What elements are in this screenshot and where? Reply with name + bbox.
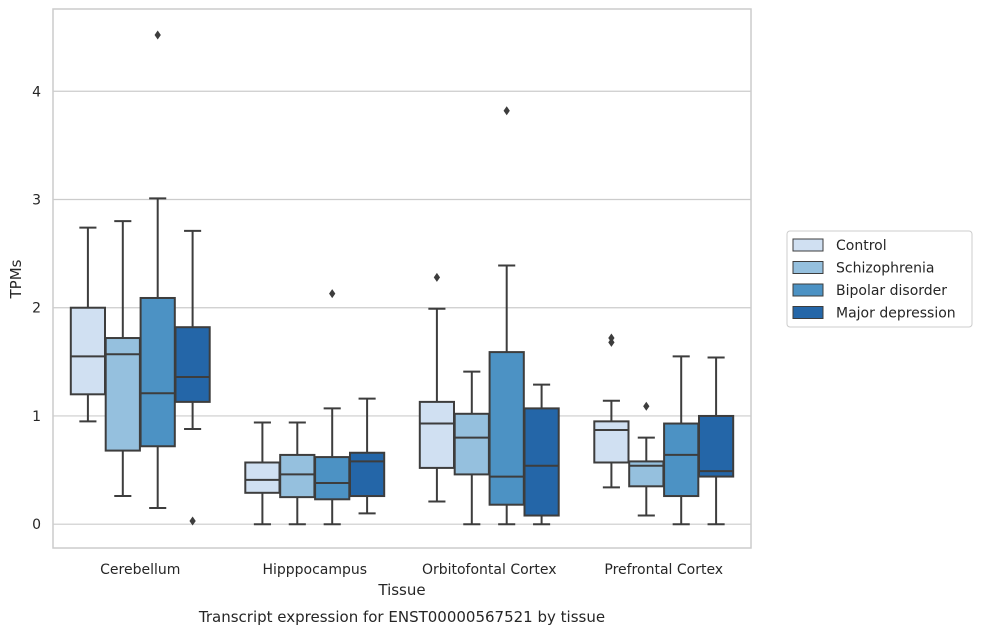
box-3-0	[593, 333, 630, 489]
box-2-1	[453, 370, 490, 526]
box-body	[104, 337, 141, 452]
box-2-0	[418, 272, 456, 503]
legend-swatch	[792, 261, 824, 274]
box-body	[69, 306, 107, 396]
outlier-point	[503, 106, 510, 116]
y-tick-label: 0	[32, 517, 41, 533]
y-tick-label: 1	[32, 409, 41, 425]
box-1-0	[244, 421, 281, 526]
plot-frame	[52, 8, 752, 549]
box-0-0	[69, 226, 107, 423]
legend-frame	[786, 230, 973, 328]
chart-caption: Transcript expression for ENST0000056752…	[198, 608, 605, 626]
box-body	[244, 461, 281, 494]
legend-label: Control	[836, 238, 887, 254]
box-body	[697, 414, 735, 478]
legend-swatch	[792, 306, 824, 319]
y-tick-label: 4	[32, 84, 41, 100]
y-tick-label: 2	[32, 301, 41, 317]
outlier-point	[329, 289, 336, 299]
legend-label: Schizophrenia	[836, 261, 934, 277]
y-tick-label: 3	[32, 192, 41, 208]
box-1-2	[314, 289, 351, 526]
x-tick-label: Prefrontal Cortex	[604, 562, 723, 578]
y-axis-label: TPMs	[7, 259, 25, 299]
outlier-point	[608, 333, 615, 343]
box-3-1	[628, 401, 665, 517]
box-3-3	[697, 356, 735, 526]
box-body	[418, 400, 456, 469]
box-3-2	[663, 355, 700, 526]
box-body	[453, 412, 490, 476]
box-body	[314, 456, 351, 501]
outlier-point	[189, 516, 196, 526]
box-body	[663, 422, 700, 498]
x-tick-label: Cerebellum	[100, 562, 180, 578]
box-2-3	[523, 383, 560, 526]
box-0-1	[104, 220, 141, 498]
x-tick-labels: Cerebellum Hipppocampus Orbitofontal Corte…	[100, 562, 723, 578]
outlier-point	[433, 272, 441, 282]
box-body	[523, 407, 560, 517]
x-tick-label: Hipppocampus	[262, 562, 367, 578]
x-tick-label: Orbitofontal Cortex	[422, 562, 557, 578]
box-body	[174, 326, 211, 403]
outlier-point	[154, 30, 161, 40]
box-body	[488, 351, 525, 506]
box-layer	[69, 30, 735, 526]
box-1-3	[348, 397, 386, 515]
legend-swatch	[792, 283, 824, 297]
box-body	[593, 420, 630, 464]
box-0-2	[139, 30, 176, 509]
box-body	[348, 451, 386, 498]
box-0-3	[174, 229, 211, 526]
legend-swatch	[792, 238, 824, 252]
box-2-2	[488, 106, 525, 526]
legend-label: Bipolar disorder	[836, 283, 947, 299]
outlier-point	[643, 401, 650, 411]
legend-label: Major depression	[836, 306, 956, 322]
legend: Control Schizophrenia Bipolar disorder Majo…	[786, 230, 973, 328]
box-body	[279, 453, 316, 499]
box-body	[139, 296, 176, 448]
x-axis-label: Tissue	[377, 581, 425, 599]
box-1-1	[279, 421, 316, 526]
y-tick-labels: 0 1 2 3 4	[32, 84, 41, 533]
